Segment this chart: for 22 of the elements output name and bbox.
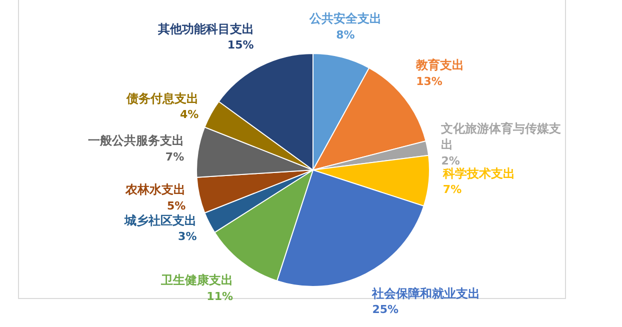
data-label: 5% [166, 199, 186, 212]
slice-label: 文化旅游体育与传媒支出 [440, 122, 562, 152]
slice-label: 卫生健康支出 [160, 273, 234, 288]
data-label: 8% [336, 28, 355, 42]
slice-label: 其他功能科目支出 [156, 22, 254, 36]
data-label: 3% [178, 230, 197, 244]
data-label: 7% [165, 150, 184, 164]
data-label: 4% [180, 108, 199, 121]
slice-label: 教育支出 [415, 58, 464, 72]
data-label: 13% [416, 74, 442, 88]
data-label: 15% [227, 38, 254, 52]
data-label: 25% [372, 303, 399, 316]
slice-label: 科学技术支出 [442, 166, 515, 180]
slice-label: 一般公共服务支出 [88, 134, 184, 148]
data-label: 2% [441, 154, 460, 168]
slice-label: 债务付息支出 [126, 91, 199, 106]
slice-label: 公共安全支出 [308, 12, 382, 26]
slice-label: 农林水支出 [124, 182, 186, 197]
slice-label: 社会保障和就业支出 [371, 286, 480, 300]
data-label: 11% [206, 290, 234, 303]
data-label: 7% [442, 183, 462, 196]
slice-label: 城乡社区支出 [124, 213, 197, 228]
